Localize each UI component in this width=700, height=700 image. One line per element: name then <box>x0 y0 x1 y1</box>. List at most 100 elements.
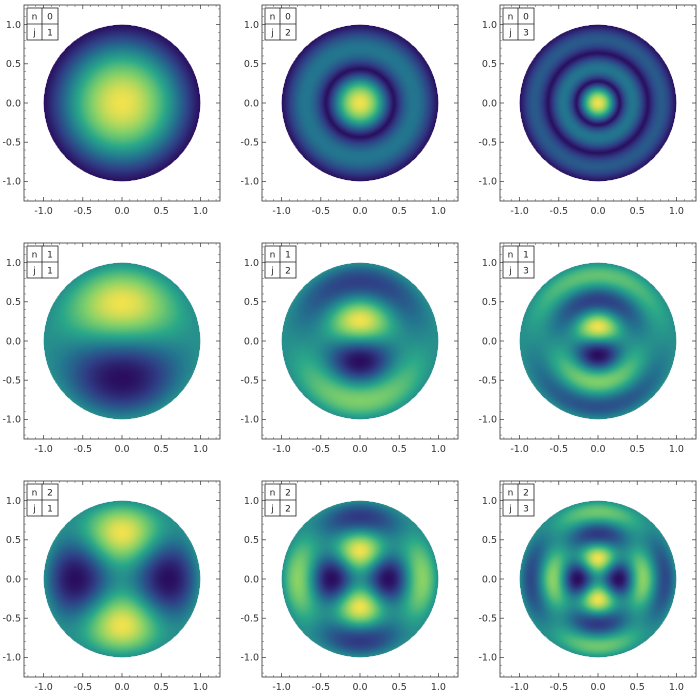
legend-key: j <box>508 505 512 515</box>
y-tick-label: 0.0 <box>482 574 497 585</box>
legend-key: j <box>270 29 274 39</box>
y-tick-label: 1.0 <box>482 20 497 31</box>
y-tick-label: 0.5 <box>244 535 259 546</box>
x-tick-label: 1.0 <box>193 444 208 455</box>
legend-key: n <box>270 489 276 499</box>
legend-key: j <box>270 505 274 515</box>
x-tick-label: 1.0 <box>669 444 684 455</box>
legend-key: j <box>270 267 274 277</box>
legend-value: 2 <box>285 267 291 277</box>
y-tick-label: 0.5 <box>244 59 259 70</box>
legend-key: j <box>508 29 512 39</box>
heatmap-disk <box>519 262 677 420</box>
x-tick-label: 0.0 <box>590 206 605 217</box>
legend: n 0 j 2 <box>264 7 297 41</box>
x-tick-label: 1.0 <box>669 682 684 693</box>
legend-value: 3 <box>523 29 529 39</box>
x-tick-label: -0.5 <box>550 206 569 217</box>
x-tick-label: 0.5 <box>630 206 645 217</box>
x-tick-label: -0.5 <box>312 682 331 693</box>
x-tick-label: 0.5 <box>392 206 407 217</box>
y-tick-label: -1.0 <box>240 415 259 426</box>
legend: n 2 j 2 <box>264 483 297 517</box>
x-tick-label: 0.5 <box>392 444 407 455</box>
y-tick-label: -0.5 <box>478 376 497 387</box>
y-tick-label: 1.0 <box>482 496 497 507</box>
x-tick-label: 0.0 <box>114 206 129 217</box>
y-tick-label: 0.0 <box>482 98 497 109</box>
x-tick-label: 0.5 <box>154 444 169 455</box>
x-tick-label: -0.5 <box>312 444 331 455</box>
x-tick-label: 0.0 <box>352 682 367 693</box>
x-tick-label: 0.0 <box>352 206 367 217</box>
y-tick-label: 1.0 <box>482 258 497 269</box>
y-tick-label: -1.0 <box>2 177 21 188</box>
legend-value: 1 <box>47 267 53 277</box>
x-tick-label: 1.0 <box>193 206 208 217</box>
chart-panel-n0-j3: -1.0 -0.5 0.0 0.5 1.0 1.0 0.5 0.0 -0.5 -1.0 n 0 j 3 <box>478 4 697 217</box>
x-tick-label: 0.5 <box>154 682 169 693</box>
legend-value: 1 <box>47 251 53 261</box>
y-tick-label: 0.5 <box>482 297 497 308</box>
x-tick-label: -1.0 <box>34 206 53 217</box>
y-tick-label: 1.0 <box>6 20 21 31</box>
y-tick-label: 0.0 <box>244 98 259 109</box>
y-tick-label: -1.0 <box>478 177 497 188</box>
legend-key: j <box>32 505 36 515</box>
x-tick-label: -0.5 <box>550 444 569 455</box>
legend-value: 3 <box>523 505 529 515</box>
x-tick-label: 1.0 <box>431 206 446 217</box>
x-tick-label: 1.0 <box>669 206 684 217</box>
heatmap-disk <box>281 24 439 182</box>
y-tick-label: -0.5 <box>2 138 21 149</box>
legend-value: 2 <box>285 29 291 39</box>
y-tick-label: -0.5 <box>240 614 259 625</box>
chart-panel-n1-j2: -1.0 -0.5 0.0 0.5 1.0 1.0 0.5 0.0 -0.5 -1.0 n 1 j 2 <box>240 242 459 455</box>
x-tick-label: 0.0 <box>114 444 129 455</box>
legend: n 0 j 3 <box>502 7 535 41</box>
heatmap-disk <box>43 262 201 420</box>
heatmap-disk <box>281 500 439 658</box>
y-tick-label: -1.0 <box>2 653 21 664</box>
legend-key: n <box>32 489 38 499</box>
legend-value: 2 <box>523 489 529 499</box>
x-tick-label: 0.0 <box>352 444 367 455</box>
y-tick-label: 0.5 <box>6 535 21 546</box>
chart-panel-n0-j2: -1.0 -0.5 0.0 0.5 1.0 1.0 0.5 0.0 -0.5 -1.0 n 0 j 2 <box>240 4 459 217</box>
x-tick-label: -1.0 <box>272 206 291 217</box>
y-tick-label: 0.5 <box>6 297 21 308</box>
y-tick-label: -0.5 <box>240 376 259 387</box>
legend-value: 1 <box>523 251 529 261</box>
x-tick-label: 1.0 <box>193 682 208 693</box>
x-tick-label: -0.5 <box>550 682 569 693</box>
heatmap-disk <box>281 262 439 420</box>
legend-key: n <box>508 489 514 499</box>
legend-key: n <box>270 251 276 261</box>
y-tick-label: -1.0 <box>2 415 21 426</box>
y-tick-label: -1.0 <box>240 177 259 188</box>
chart-panel-n2-j2: -1.0 -0.5 0.0 0.5 1.0 1.0 0.5 0.0 -0.5 -1.0 n 2 j 2 <box>240 480 459 693</box>
legend-key: n <box>32 13 38 23</box>
legend-value: 1 <box>47 505 53 515</box>
y-tick-label: 1.0 <box>6 258 21 269</box>
y-tick-label: 1.0 <box>244 496 259 507</box>
legend: n 2 j 3 <box>502 483 535 517</box>
y-tick-label: 0.5 <box>482 59 497 70</box>
y-tick-label: 0.5 <box>482 535 497 546</box>
x-tick-label: -0.5 <box>74 206 93 217</box>
x-tick-label: -1.0 <box>510 444 529 455</box>
y-tick-label: 0.5 <box>244 297 259 308</box>
x-tick-label: -1.0 <box>272 682 291 693</box>
legend-key: n <box>508 13 514 23</box>
legend: n 2 j 1 <box>26 483 59 517</box>
y-tick-label: -1.0 <box>478 653 497 664</box>
legend-key: j <box>32 267 36 277</box>
y-tick-label: 1.0 <box>6 496 21 507</box>
legend-key: j <box>32 29 36 39</box>
legend-value: 0 <box>47 13 53 23</box>
y-tick-label: -0.5 <box>2 376 21 387</box>
chart-panel-n1-j3: -1.0 -0.5 0.0 0.5 1.0 1.0 0.5 0.0 -0.5 -1.0 n 1 j 3 <box>478 242 697 455</box>
y-tick-label: 0.0 <box>6 98 21 109</box>
x-tick-label: 1.0 <box>431 682 446 693</box>
